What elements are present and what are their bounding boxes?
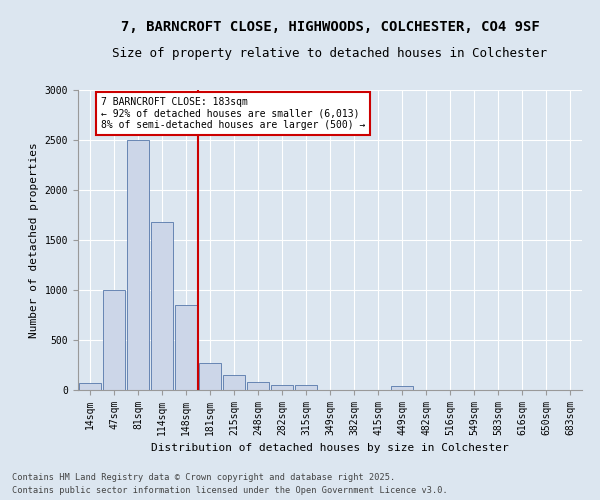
Bar [295, 385, 317, 390]
Bar [247, 382, 269, 390]
X-axis label: Distribution of detached houses by size in Colchester: Distribution of detached houses by size … [151, 444, 509, 454]
Bar [175, 305, 197, 390]
Text: Contains HM Land Registry data © Crown copyright and database right 2025.: Contains HM Land Registry data © Crown c… [12, 474, 395, 482]
Y-axis label: Number of detached properties: Number of detached properties [29, 142, 39, 338]
Text: 7, BARNCROFT CLOSE, HIGHWOODS, COLCHESTER, CO4 9SF: 7, BARNCROFT CLOSE, HIGHWOODS, COLCHESTE… [121, 20, 539, 34]
Bar [151, 222, 173, 390]
Text: Contains public sector information licensed under the Open Government Licence v3: Contains public sector information licen… [12, 486, 448, 495]
Bar [223, 374, 245, 390]
Bar [199, 363, 221, 390]
Text: 7 BARNCROFT CLOSE: 183sqm
← 92% of detached houses are smaller (6,013)
8% of sem: 7 BARNCROFT CLOSE: 183sqm ← 92% of detac… [101, 97, 365, 130]
Bar [391, 386, 413, 390]
Bar [271, 384, 293, 390]
Bar [103, 290, 125, 390]
Bar [79, 382, 101, 390]
Text: Size of property relative to detached houses in Colchester: Size of property relative to detached ho… [113, 48, 548, 60]
Bar [127, 140, 149, 390]
